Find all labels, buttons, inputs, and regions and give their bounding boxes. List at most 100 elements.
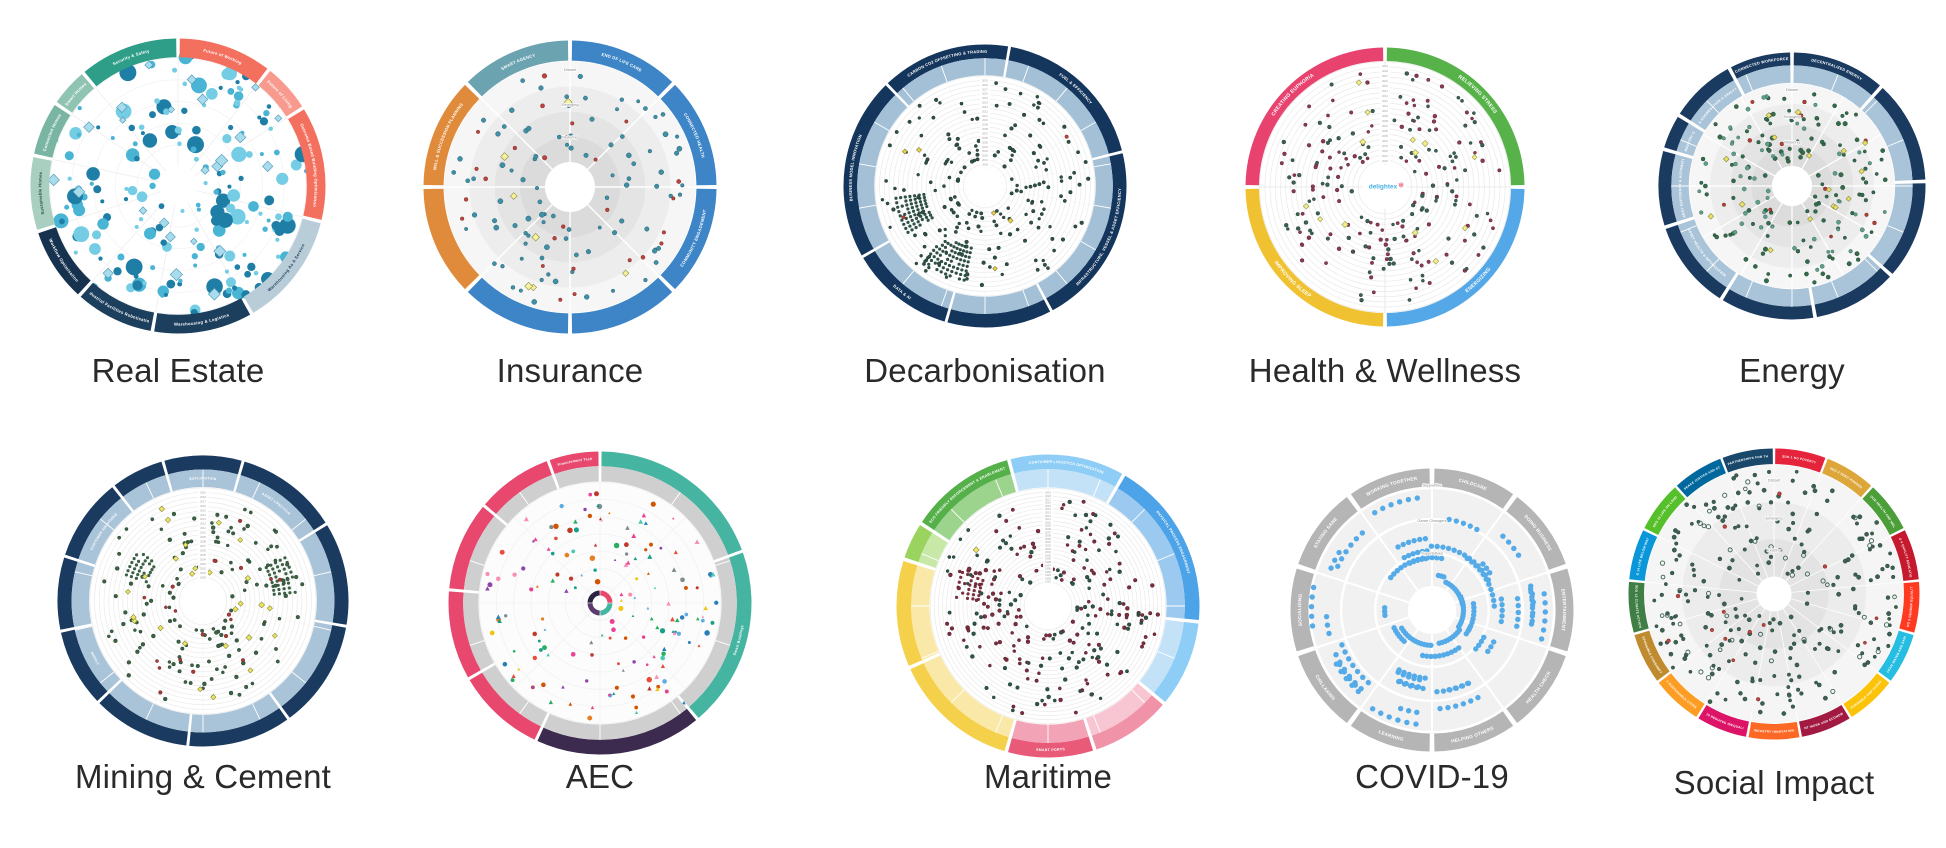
svg-text:SMART PORTS: SMART PORTS xyxy=(1036,747,1066,752)
svg-text:2006: 2006 xyxy=(982,136,988,140)
svg-text:2018: 2018 xyxy=(1045,494,1051,498)
svg-text:2007: 2007 xyxy=(200,544,206,548)
svg-text:Distant: Distant xyxy=(1786,87,1799,92)
svg-text:2005: 2005 xyxy=(1045,537,1051,541)
svg-text:1993: 1993 xyxy=(1045,576,1051,580)
chart-title: Social Impact xyxy=(1673,764,1875,801)
svg-text:2009: 2009 xyxy=(200,535,206,539)
svg-text:2003: 2003 xyxy=(1382,144,1388,148)
svg-text:2006: 2006 xyxy=(1382,129,1388,133)
svg-text:2005: 2005 xyxy=(1382,134,1388,138)
svg-text:2001: 2001 xyxy=(200,571,206,575)
svg-text:Superlatives: Superlatives xyxy=(1421,551,1443,556)
radar-card-real-estate[interactable]: Future of Working Future of Living Outcome… xyxy=(30,38,326,334)
chart-title: AEC xyxy=(565,758,635,795)
svg-text:2008: 2008 xyxy=(982,127,988,131)
svg-text:Sustainable Homes: Sustainable Homes xyxy=(37,171,45,215)
radar-card-aec[interactable]: Smart Buildings Procurement Tech xyxy=(448,451,752,755)
svg-text:2000: 2000 xyxy=(1045,553,1051,557)
svg-text:2011: 2011 xyxy=(200,526,206,530)
svg-text:Supportive: Supportive xyxy=(1422,483,1442,488)
svg-text:2018: 2018 xyxy=(1382,69,1388,73)
svg-text:Procurement Tech: Procurement Tech xyxy=(557,457,592,467)
svg-text:2012: 2012 xyxy=(982,109,988,113)
chart-title: Energy xyxy=(1739,352,1845,389)
svg-text:2017: 2017 xyxy=(1382,74,1388,78)
svg-text:2014: 2014 xyxy=(1045,507,1051,511)
svg-text:2019: 2019 xyxy=(1045,491,1051,495)
chart-title: Decarbonisation xyxy=(864,352,1106,389)
svg-text:1997: 1997 xyxy=(1045,563,1051,567)
radar-card-covid-19[interactable]: CHILDCARE DOING BUSINESS ENTERTAINMENT HEAL… xyxy=(1290,468,1574,752)
svg-text:2019: 2019 xyxy=(200,490,206,494)
svg-text:2005: 2005 xyxy=(982,140,988,144)
svg-text:2019: 2019 xyxy=(982,78,988,82)
radar-chart-maritime[interactable]: CONTAINER LOGISTICS OPTIMIZATIONPHYSICAL… xyxy=(896,454,1200,758)
svg-text:2002: 2002 xyxy=(982,154,988,158)
svg-text:2006: 2006 xyxy=(200,549,206,553)
svg-text:2012: 2012 xyxy=(200,522,206,526)
radar-card-health-wellness[interactable]: RELIEVING STRESS ENERGIZING IMPROVING SLEE… xyxy=(1245,47,1525,327)
radar-chart-aec[interactable]: Smart Buildings Procurement Tech xyxy=(448,451,752,755)
svg-text:2014: 2014 xyxy=(1382,89,1388,93)
svg-text:2008: 2008 xyxy=(1382,119,1388,123)
svg-text:2013: 2013 xyxy=(1045,510,1051,514)
svg-text:2004: 2004 xyxy=(982,145,988,149)
svg-text:2018: 2018 xyxy=(200,495,206,499)
radar-card-maritime[interactable]: CONTAINER LOGISTICS OPTIMIZATION PHYSICAL… xyxy=(896,454,1200,758)
svg-text:Distant: Distant xyxy=(1768,478,1781,483)
svg-text:2004: 2004 xyxy=(1045,540,1051,544)
svg-text:Existing: Existing xyxy=(1767,548,1781,553)
svg-text:2018: 2018 xyxy=(982,83,988,87)
svg-text:2010: 2010 xyxy=(1045,520,1051,524)
svg-text:SUPPLY: SUPPLY xyxy=(90,651,101,666)
svg-text:2016: 2016 xyxy=(1382,79,1388,83)
svg-text:2015: 2015 xyxy=(1045,504,1051,508)
svg-text:2014: 2014 xyxy=(200,513,206,517)
svg-text:2000: 2000 xyxy=(982,162,988,166)
svg-text:2000: 2000 xyxy=(1382,159,1388,163)
svg-text:2017: 2017 xyxy=(200,499,206,503)
svg-text:SDG 1 NO POVERTY: SDG 1 NO POVERTY xyxy=(1782,455,1817,465)
radar-card-insurance[interactable]: END OF LIFE CARE CONNECTED HEALTH COMMUNIT… xyxy=(423,40,717,334)
svg-text:2002: 2002 xyxy=(200,567,206,571)
svg-text:2003: 2003 xyxy=(982,149,988,153)
svg-text:Maturing: Maturing xyxy=(1784,139,1800,144)
svg-text:2009: 2009 xyxy=(1045,524,1051,528)
svg-text:2002: 2002 xyxy=(1382,149,1388,153)
svg-text:2000: 2000 xyxy=(200,576,206,580)
radar-card-mining-cement[interactable]: EXPLORATION ASSET LIFECYCLE SUPPLY CUSTOMER… xyxy=(57,455,349,747)
svg-text:1999: 1999 xyxy=(1045,557,1051,561)
svg-text:2013: 2013 xyxy=(982,105,988,109)
svg-text:2012: 2012 xyxy=(1382,99,1388,103)
chart-title: Maritime xyxy=(983,758,1113,795)
svg-text:2013: 2013 xyxy=(1382,94,1388,98)
svg-text:1995: 1995 xyxy=(1045,570,1051,574)
radar-card-decarbonisation[interactable]: CARBON CO2 OFFSETTING & TRADING FUEL & EF… xyxy=(843,44,1127,328)
svg-text:2011: 2011 xyxy=(982,114,988,118)
svg-text:2001: 2001 xyxy=(1045,550,1051,554)
svg-text:2011: 2011 xyxy=(1045,517,1051,521)
svg-text:2011: 2011 xyxy=(1382,104,1388,108)
chart-title: Mining & Cement xyxy=(74,758,332,795)
svg-text:Game Changers: Game Changers xyxy=(1417,518,1446,523)
svg-text:1996: 1996 xyxy=(1045,567,1051,571)
svg-text:2012: 2012 xyxy=(1045,514,1051,518)
svg-text:Emerging: Emerging xyxy=(1783,114,1800,119)
svg-text:2016: 2016 xyxy=(1045,501,1051,505)
svg-text:2008: 2008 xyxy=(200,540,206,544)
svg-text:Distant: Distant xyxy=(564,67,577,72)
svg-text:Maturing: Maturing xyxy=(562,135,578,140)
svg-text:Smart Buildings: Smart Buildings xyxy=(732,625,744,656)
svg-text:2004: 2004 xyxy=(200,558,206,562)
